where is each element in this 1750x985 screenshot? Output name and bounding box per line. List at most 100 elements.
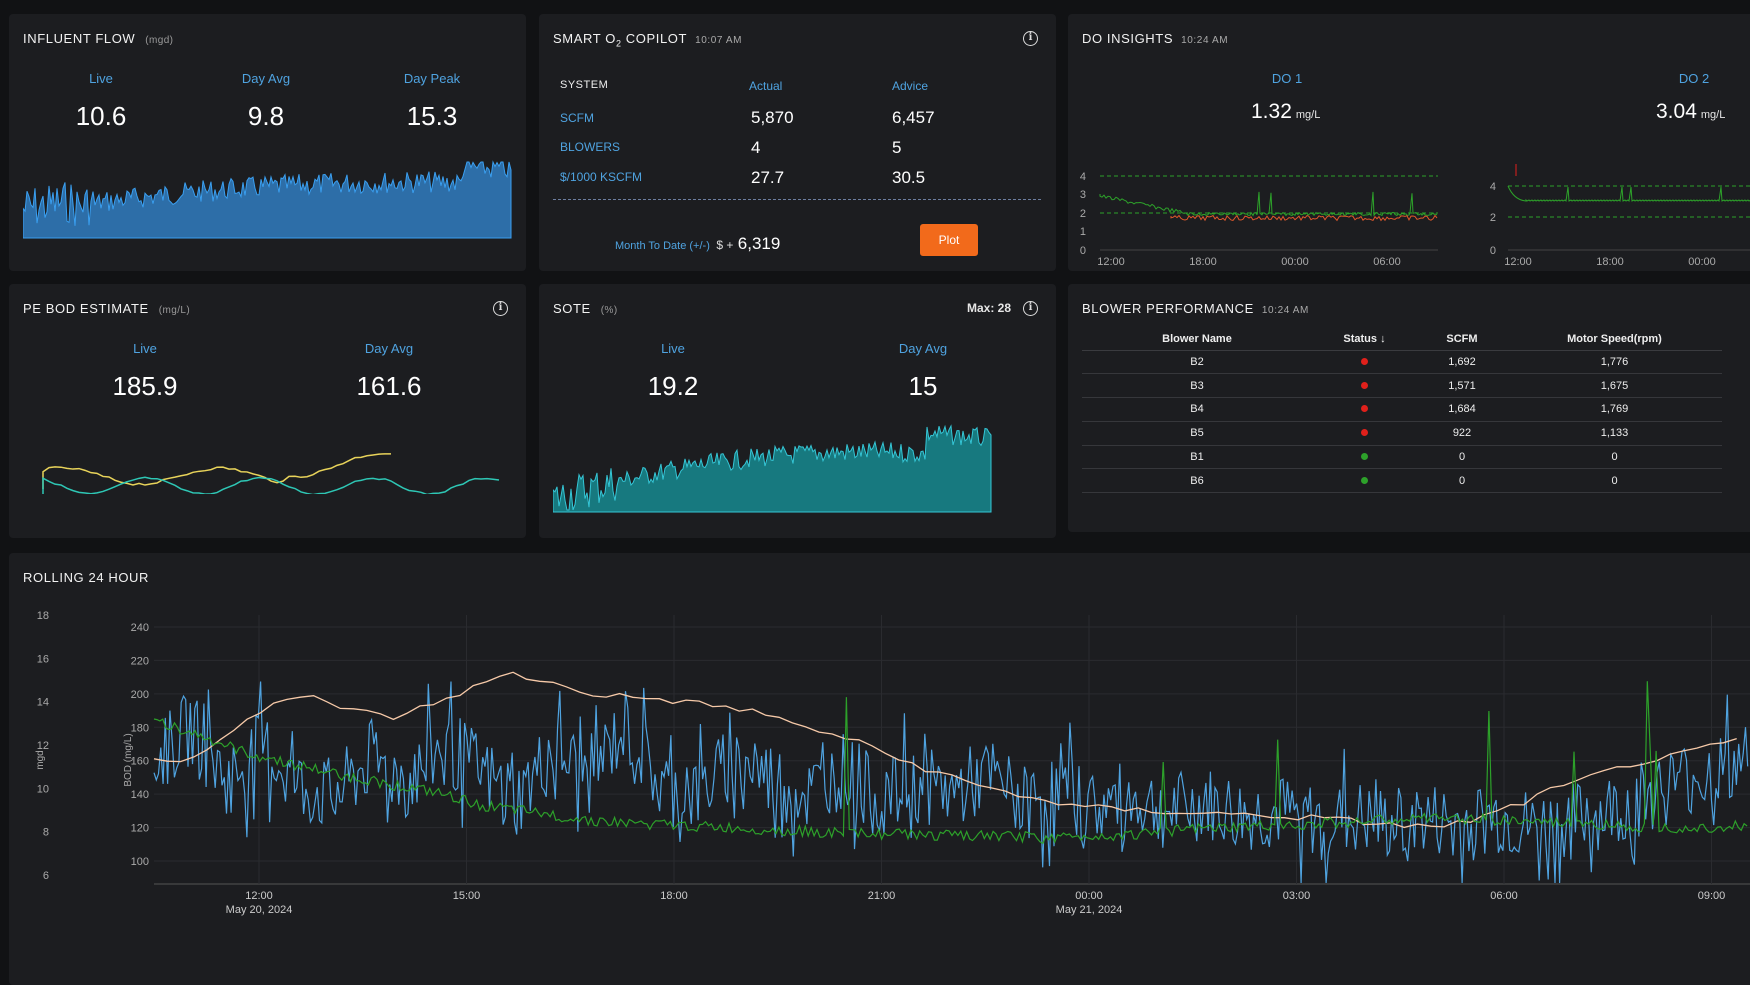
motor-speed-cell: 1,769 [1507, 397, 1722, 422]
bod-live-value: 185.9 [112, 371, 178, 401]
copilot-row-scfm-advice: 6,457 [892, 108, 935, 127]
x-tick-label: 06:00 [1373, 256, 1401, 266]
y2-tick-label: 180 [131, 722, 149, 734]
do1-chart: 4 3 2 1 0 12:00 18:00 00:00 06:00 [1080, 171, 1438, 266]
copilot-col-advice: Advice [892, 79, 929, 93]
motor-speed-cell: 1,776 [1507, 350, 1722, 375]
y-tick-label: 0 [1080, 245, 1086, 257]
table-row[interactable]: B1 0 0 [1082, 445, 1722, 470]
info-icon[interactable]: i [493, 301, 508, 316]
status-dot-icon [1361, 405, 1368, 413]
influent-sparkline [23, 160, 512, 239]
copilot-col-actual: Actual [749, 79, 783, 93]
x-date-label: May 21, 2024 [1056, 904, 1123, 916]
copilot-row-cost-label: $/1000 KSCFM [560, 170, 643, 184]
copilot-row-cost-actual: 27.7 [751, 168, 785, 187]
sort-down-icon[interactable]: ↓ [1380, 332, 1386, 345]
table-row[interactable]: B6 0 0 [1082, 468, 1722, 494]
scfm-cell: 0 [1417, 445, 1507, 470]
y2-axis-label: BOD (mg/L) [123, 733, 134, 786]
sote-avg-value: 15 [908, 371, 938, 401]
y1-tick-label: 12 [37, 740, 49, 752]
copilot-title: SMART O2 COPILOT 10:07 AM [553, 31, 743, 49]
info-icon[interactable]: i [1023, 31, 1038, 46]
x-tick-label: 12:00 [1097, 256, 1125, 266]
influent-avg-label: Day Avg [241, 71, 291, 86]
copilot-col-system: SYSTEM [560, 79, 609, 91]
copilot-row-scfm-label: SCFM [560, 111, 594, 125]
y1-tick-label: 14 [37, 697, 49, 709]
bod-sparkline [42, 453, 500, 494]
col-motor-speed[interactable]: Motor Speed(rpm) [1507, 328, 1722, 351]
blower-name: B1 [1082, 445, 1312, 470]
copilot-row-cost-advice: 30.5 [892, 168, 926, 187]
y2-tick-label: 200 [131, 689, 149, 701]
x-tick-label: 00:00 [1688, 256, 1716, 266]
info-icon[interactable]: i [1023, 301, 1038, 316]
status-cell [1312, 350, 1417, 375]
table-row[interactable]: B2 1,692 1,776 [1082, 350, 1722, 375]
bod-avg-label: Day Avg [364, 341, 414, 356]
blower-card: BLOWER PERFORMANCE 10:24 AM Blower Name S… [1068, 284, 1750, 532]
y2-tick-label: 220 [131, 655, 149, 667]
table-row[interactable]: B3 1,571 1,675 [1082, 373, 1722, 399]
sote-live-label: Live [661, 341, 685, 356]
plot-button[interactable]: Plot [920, 224, 978, 256]
blower-name: B6 [1082, 468, 1312, 494]
x-tick-label: 06:00 [1490, 890, 1518, 902]
copilot-divider [553, 199, 1041, 200]
y-tick-label: 4 [1080, 171, 1086, 183]
y1-tick-label: 6 [43, 870, 49, 882]
x-tick-label: 12:00 [1504, 256, 1532, 266]
table-row[interactable]: B4 1,684 1,769 [1082, 397, 1722, 422]
sote-sparkline [553, 424, 992, 513]
x-tick-label: 18:00 [1596, 256, 1624, 266]
x-tick-label: 03:00 [1283, 890, 1311, 902]
copilot-row-blowers-advice: 5 [892, 138, 902, 157]
status-dot-icon [1361, 381, 1368, 389]
do-insights-title: DO INSIGHTS 10:24 AM [1082, 31, 1229, 46]
x-tick-label: 09:00 [1698, 890, 1726, 902]
status-cell [1312, 421, 1417, 446]
series-line-pe-bod [153, 671, 1737, 829]
blower-name: B4 [1082, 397, 1312, 422]
series-line-sote [153, 681, 1748, 845]
col-scfm[interactable]: SCFM [1417, 328, 1507, 351]
y2-tick-label: 160 [131, 756, 149, 768]
x-tick-label: 18:00 [660, 890, 688, 902]
sote-live-value: 19.2 [647, 371, 699, 401]
col-status[interactable]: Status ↓ [1312, 328, 1417, 351]
y1-tick-label: 8 [43, 827, 49, 839]
col-blower-name[interactable]: Blower Name [1082, 328, 1312, 351]
x-tick-label: 21:00 [868, 890, 896, 902]
status-cell [1312, 373, 1417, 399]
do2-value: 3.04 mg/L [1656, 100, 1726, 123]
y-tick-label: 0 [1490, 245, 1496, 257]
y-tick-label: 1 [1080, 226, 1086, 238]
influent-live-value: 10.6 [75, 101, 127, 131]
influent-flow-title: INFLUENT FLOW (mgd) [23, 31, 174, 46]
table-row[interactable]: B5 922 1,133 [1082, 421, 1722, 446]
y2-tick-label: 240 [131, 622, 149, 634]
do2-chart: 4 2 0 12:00 18:00 00:00 [1490, 164, 1750, 266]
status-cell [1312, 445, 1417, 470]
x-tick-label: 18:00 [1189, 256, 1217, 266]
do-insights-card: DO INSIGHTS 10:24 AM DO 1 1.32 mg/L DO 2 3… [1068, 14, 1750, 271]
do1-value: 1.32 mg/L [1251, 100, 1321, 123]
x-tick-label: 15:00 [453, 890, 481, 902]
status-cell [1312, 397, 1417, 422]
copilot-row-scfm-actual: 5,870 [751, 108, 794, 127]
blower-table: Blower Name Status ↓ SCFM Motor Speed(rp… [1082, 328, 1722, 494]
scfm-cell: 1,692 [1417, 350, 1507, 375]
status-cell [1312, 468, 1417, 494]
scfm-cell: 1,684 [1417, 397, 1507, 422]
y-tick-label: 3 [1080, 189, 1086, 201]
y-tick-label: 2 [1490, 212, 1496, 224]
rolling-title: ROLLING 24 HOUR [23, 570, 150, 585]
motor-speed-cell: 0 [1507, 445, 1722, 470]
copilot-mtd: Month To Date (+/-) $ + 6,319 [615, 234, 780, 254]
rolling-24h-card: ROLLING 24 HOUR 240 220 200 180 160 140 120 100… [9, 553, 1750, 985]
sote-max: Max: 28 [967, 301, 1012, 315]
copilot-row-blowers-label: BLOWERS [560, 140, 621, 154]
x-tick-label: 00:00 [1281, 256, 1309, 266]
